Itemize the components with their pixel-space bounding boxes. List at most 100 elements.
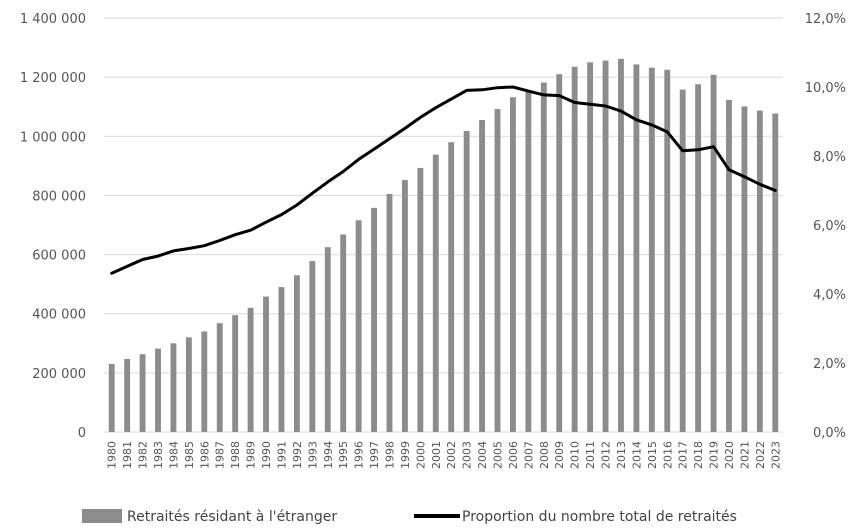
x-tick-label: 2018 bbox=[692, 441, 705, 469]
bar bbox=[371, 207, 377, 432]
bar bbox=[263, 296, 269, 432]
x-tick-label: 2016 bbox=[661, 441, 674, 469]
bar bbox=[618, 58, 624, 433]
bar bbox=[772, 113, 779, 432]
x-tick-label: 1987 bbox=[214, 441, 227, 469]
bar bbox=[540, 82, 547, 433]
bar bbox=[247, 307, 254, 432]
y-right-tick-label: 8,0% bbox=[813, 150, 846, 165]
x-tick-label: 2004 bbox=[476, 441, 489, 469]
bar bbox=[556, 74, 563, 432]
bar bbox=[448, 142, 455, 432]
x-tick-label: 1998 bbox=[383, 441, 396, 469]
y-left-tick-label: 0 bbox=[78, 426, 86, 441]
legend-label-bar: Retraités résidant à l'étranger bbox=[127, 509, 337, 525]
y-left-tick-label: 1 400 000 bbox=[20, 12, 86, 27]
bar bbox=[648, 67, 655, 433]
x-tick-label: 2012 bbox=[600, 441, 613, 469]
legend-swatch-bar bbox=[82, 509, 122, 523]
x-tick-label: 1980 bbox=[106, 441, 119, 469]
x-tick-label: 1981 bbox=[121, 441, 134, 469]
x-tick-label: 1995 bbox=[337, 441, 350, 469]
x-tick-label: 2019 bbox=[708, 441, 721, 469]
x-tick-label: 2009 bbox=[553, 441, 566, 469]
y-left-tick-label: 200 000 bbox=[32, 367, 86, 382]
bar bbox=[587, 62, 594, 432]
y-right-tick-label: 6,0% bbox=[813, 219, 846, 234]
y-left-tick-label: 1 200 000 bbox=[20, 71, 86, 86]
x-tick-label: 2010 bbox=[569, 441, 582, 469]
x-tick-label: 1988 bbox=[229, 441, 242, 469]
x-tick-label: 2007 bbox=[522, 441, 535, 469]
y-right-tick-label: 2,0% bbox=[813, 357, 846, 372]
y-right-tick-label: 0,0% bbox=[813, 426, 846, 441]
y-left-tick-label: 600 000 bbox=[32, 249, 86, 264]
x-tick-label: 1983 bbox=[152, 441, 165, 469]
bar bbox=[216, 323, 223, 432]
x-tick-label: 1993 bbox=[306, 441, 319, 469]
bar bbox=[494, 109, 501, 432]
bar bbox=[170, 343, 177, 432]
bar bbox=[232, 315, 239, 432]
x-tick-label: 1997 bbox=[368, 441, 381, 469]
bar bbox=[340, 234, 347, 432]
bar bbox=[293, 275, 300, 432]
bar bbox=[710, 74, 717, 432]
x-tick-label: 2006 bbox=[507, 441, 520, 469]
x-tick-label: 1985 bbox=[183, 441, 196, 469]
bar bbox=[324, 247, 331, 432]
bar bbox=[124, 358, 131, 432]
bar bbox=[664, 69, 671, 432]
x-tick-label: 2005 bbox=[492, 441, 505, 469]
x-tick-label: 2022 bbox=[754, 441, 767, 469]
bar bbox=[355, 220, 362, 432]
bar bbox=[726, 99, 732, 433]
bar bbox=[108, 363, 115, 432]
x-tick-label: 2017 bbox=[677, 441, 690, 469]
x-tick-label: 2023 bbox=[769, 441, 782, 469]
bar bbox=[417, 167, 424, 433]
x-tick-label: 1992 bbox=[291, 441, 304, 469]
x-tick-label: 1982 bbox=[137, 441, 150, 469]
x-tick-label: 1989 bbox=[245, 441, 258, 469]
x-tick-label: 2013 bbox=[615, 441, 628, 469]
bar bbox=[463, 130, 470, 432]
y-axis-left: 0 200 000 400 000 600 000 800 000 1 000 000 1 … bbox=[20, 12, 86, 441]
bar bbox=[201, 331, 208, 432]
y-left-tick-label: 800 000 bbox=[32, 189, 86, 204]
y-right-tick-label: 12,0% bbox=[805, 12, 846, 27]
x-tick-label: 2003 bbox=[461, 441, 474, 469]
bar bbox=[633, 64, 640, 433]
bar bbox=[679, 89, 686, 432]
bar bbox=[386, 193, 393, 432]
bar bbox=[432, 154, 439, 432]
bar bbox=[278, 287, 285, 432]
bar bbox=[401, 180, 408, 432]
y-right-tick-label: 4,0% bbox=[813, 288, 846, 303]
y-right-tick-label: 10,0% bbox=[805, 81, 846, 96]
y-left-tick-label: 400 000 bbox=[32, 308, 86, 323]
bar bbox=[602, 60, 609, 432]
x-tick-label: 2000 bbox=[414, 441, 427, 469]
bar bbox=[695, 84, 702, 433]
legend: Retraités résidant à l'étranger Proporti… bbox=[82, 509, 737, 525]
x-tick-label: 1991 bbox=[275, 441, 288, 469]
bar bbox=[309, 261, 316, 432]
x-tick-label: 2001 bbox=[430, 441, 443, 469]
x-tick-label: 1994 bbox=[322, 441, 335, 469]
x-tick-label: 1984 bbox=[167, 441, 180, 469]
bar bbox=[510, 97, 516, 432]
bar bbox=[139, 354, 146, 432]
bar bbox=[756, 110, 763, 433]
x-tick-label: 2014 bbox=[630, 441, 643, 469]
bar bbox=[525, 90, 532, 432]
line-series-path bbox=[110, 85, 777, 275]
x-tick-label: 2021 bbox=[738, 441, 751, 469]
x-axis: 1980 1981 1982 1983 1984 1985 1986 1987 1988 1989… bbox=[106, 441, 783, 469]
bar bbox=[185, 337, 192, 432]
bar bbox=[479, 120, 486, 433]
y-left-tick-label: 1 000 000 bbox=[20, 130, 86, 145]
bar bbox=[155, 348, 161, 432]
